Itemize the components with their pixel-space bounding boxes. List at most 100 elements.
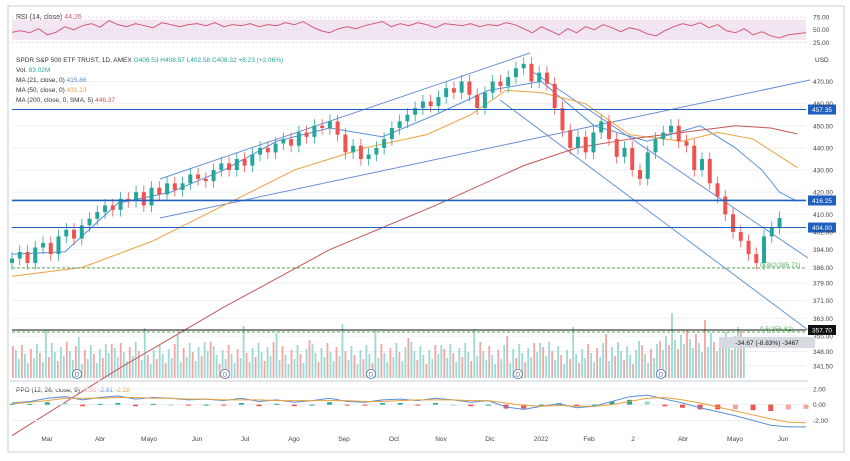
volume-bar <box>728 341 730 378</box>
candle-body <box>405 114 410 122</box>
ppo-histogram-bar <box>344 404 350 406</box>
dividend-marker-label: D <box>369 373 374 379</box>
volume-bar <box>41 362 44 378</box>
price-tick-label: 341.50 <box>813 363 833 370</box>
horizontal-levels: 457.35 416.25 404.00 357.70 0.382(385.71) 0.5… <box>12 104 836 335</box>
time-axis-label: 2022 <box>534 436 549 443</box>
down-channel-lower-line <box>499 99 809 331</box>
candle-body <box>48 243 53 255</box>
volume-bar <box>680 335 682 378</box>
candle-body <box>203 178 208 182</box>
volume-bar <box>86 359 89 378</box>
candlesticks <box>10 57 782 270</box>
dividend-marker <box>513 369 523 379</box>
measure-label: -34.67 (-8.83%) -3467 <box>735 340 799 347</box>
volume-bar <box>653 358 655 378</box>
volume-bar <box>368 354 371 378</box>
volume-bar <box>359 350 362 378</box>
volume-bar <box>515 358 518 378</box>
volume-bar <box>431 359 434 378</box>
volume-bar <box>569 359 572 378</box>
price-tick-label: 402.00 <box>813 229 833 236</box>
volume-bar <box>98 349 101 378</box>
volume-bar <box>65 342 68 378</box>
ppo-histogram-bar <box>450 404 456 406</box>
volume-bar <box>374 331 377 378</box>
volume-bar <box>545 356 548 378</box>
volume-bar <box>191 352 194 378</box>
candle-body <box>653 139 658 153</box>
volume-bar <box>698 343 700 378</box>
volume-bar <box>284 355 287 378</box>
volume-bar <box>227 345 230 378</box>
volume-bar <box>479 342 482 378</box>
ma200-legend: MA (200, close, 0, SMA, 5) 446.37 <box>16 97 115 104</box>
volume-bar <box>539 343 542 378</box>
volume-bar <box>620 351 622 378</box>
price-tick-label: 379.00 <box>813 280 833 287</box>
ppo-panel: PPO (12, 26, close, 9) -0.51 -2.81 -2.28… <box>9 380 828 428</box>
candle-body <box>196 174 201 179</box>
volume-bar <box>491 355 494 378</box>
volume-bar <box>206 351 209 378</box>
ppo-histogram-bar <box>679 404 685 408</box>
volume-bar <box>83 350 86 378</box>
ppo-histogram-bar <box>221 404 227 406</box>
volume-bar <box>176 335 179 378</box>
level-fib-label: 0.382(385.71) <box>760 262 800 269</box>
volume-bar <box>122 352 125 378</box>
volume-bar <box>587 344 590 378</box>
candle-body <box>33 247 38 263</box>
candle-body <box>645 152 650 179</box>
volume-bar <box>77 337 80 378</box>
ppo-histogram-bar <box>274 403 280 405</box>
volume-bar <box>335 347 338 378</box>
ma50-legend: MA (50, close, 0) 431.13 <box>16 87 87 94</box>
volume-bar <box>386 362 389 378</box>
ppo-histogram-bar <box>380 403 386 405</box>
volume-bar <box>407 338 410 378</box>
volume-bar <box>626 346 628 378</box>
candle-body <box>777 218 782 228</box>
candle-body <box>754 254 759 263</box>
volume-bar <box>341 324 344 378</box>
candle-body <box>265 147 270 153</box>
volume-bar <box>254 357 257 378</box>
ppo-histogram-bar <box>44 402 50 405</box>
volume-legend: Vol. 83.02M <box>16 67 50 74</box>
volume-bar <box>521 353 524 378</box>
rsi-tick-label: 75.00 <box>813 15 830 22</box>
volume-bar <box>236 349 239 378</box>
volume-bar <box>158 345 161 378</box>
volume-bar <box>419 346 422 378</box>
price-tick-label: 394.00 <box>813 247 833 254</box>
volume-bar <box>461 357 464 378</box>
time-axis-label: Jun <box>778 436 789 443</box>
candle-body <box>420 101 425 109</box>
candle-body <box>219 163 224 171</box>
volume-bar <box>239 358 242 378</box>
candle-body <box>87 218 92 226</box>
candle-body <box>304 132 309 137</box>
volume-bar <box>188 343 191 378</box>
volume-bar <box>308 340 311 378</box>
ma-line <box>11 89 798 277</box>
volume-bar <box>182 348 185 378</box>
volume-bar <box>497 350 500 378</box>
candle-body <box>668 125 673 133</box>
candle-body <box>25 251 30 263</box>
volume-bar <box>647 363 649 378</box>
volume-bar <box>329 352 332 378</box>
level-price-box <box>808 324 836 335</box>
candle-body <box>188 174 193 184</box>
volume-bar <box>218 364 221 378</box>
volume-bar <box>494 364 497 378</box>
ppo-histogram-bar <box>9 403 15 405</box>
volume-bar <box>173 344 176 378</box>
volume-bar <box>179 362 182 378</box>
ppo-histogram-bar <box>485 404 491 406</box>
volume-bar <box>449 344 452 378</box>
volume-bar <box>275 333 278 378</box>
ppo-histogram-bar <box>432 403 438 405</box>
price-panel: 457.35 416.25 404.00 357.70 0.382(385.71) 0.5… <box>10 52 836 436</box>
